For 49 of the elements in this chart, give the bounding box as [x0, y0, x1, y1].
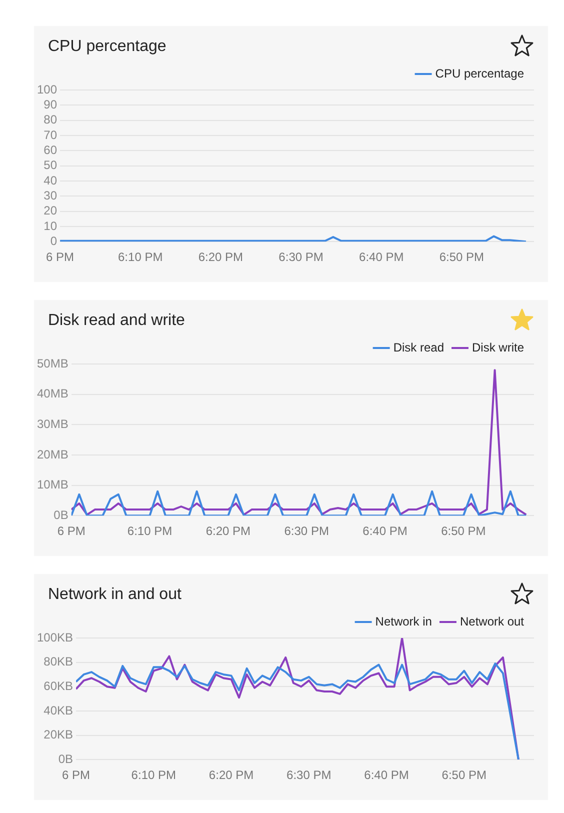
y-tick-label: 10: [44, 218, 58, 233]
y-tick-label: 60: [44, 142, 58, 157]
x-tick-label: 6:10 PM: [118, 250, 163, 264]
x-tick-label: 6:30 PM: [284, 524, 329, 538]
x-tick-label: 6 PM: [62, 768, 90, 782]
legend-label: Disk write: [472, 340, 524, 354]
legend-label: CPU percentage: [435, 66, 524, 80]
x-tick-label: 6:30 PM: [278, 250, 324, 264]
x-tick-label: 6:30 PM: [286, 768, 332, 782]
x-tick-label: 6 PM: [57, 524, 86, 538]
x-tick-label: 6:40 PM: [362, 524, 408, 538]
y-tick-label: 30: [44, 188, 58, 202]
legend-label: Network out: [460, 614, 525, 628]
y-tick-label: 0B: [58, 752, 74, 766]
y-tick-label: 0B: [54, 508, 68, 522]
y-tick-label: 40: [44, 173, 58, 188]
x-tick-label: 6:20 PM: [208, 768, 254, 782]
x-tick-label: 6:20 PM: [198, 250, 244, 264]
y-tick-label: 80KB: [44, 654, 74, 669]
chart-title: Disk read and write: [47, 311, 186, 330]
y-tick-label: 80: [44, 112, 58, 127]
x-tick-label: 6:50 PM: [441, 524, 486, 538]
y-tick-label: 30MB: [36, 416, 68, 431]
x-tick-label: 6:40 PM: [364, 768, 409, 782]
chart-title: CPU percentage: [47, 37, 168, 56]
y-tick-label: 90: [44, 97, 58, 112]
legend-label: Network in: [375, 614, 432, 628]
y-tick-label: 0: [50, 234, 58, 248]
y-tick-label: 40KB: [44, 703, 74, 718]
y-tick-label: 60KB: [44, 678, 74, 693]
y-tick-label: 10MB: [36, 478, 68, 492]
x-tick-label: 6:40 PM: [359, 250, 404, 264]
x-tick-label: 6:20 PM: [206, 524, 251, 538]
y-tick-label: 40MB: [36, 386, 68, 401]
legend-label: Disk read: [393, 340, 444, 354]
y-tick-label: 50MB: [36, 356, 68, 370]
x-tick-label: 6:50 PM: [442, 768, 486, 782]
y-tick-label: 20KB: [44, 728, 74, 742]
y-tick-label: 70: [44, 128, 58, 142]
y-tick-label: 100KB: [37, 630, 74, 644]
y-tick-label: 100: [36, 82, 58, 96]
x-tick-label: 6 PM: [46, 250, 74, 264]
chart-title: Network in and out: [47, 585, 182, 604]
x-tick-label: 6:10 PM: [131, 768, 176, 782]
x-tick-label: 6:50 PM: [439, 250, 484, 264]
y-tick-label: 20: [44, 204, 58, 218]
y-tick-label: 50: [44, 158, 58, 172]
x-tick-label: 6:10 PM: [127, 524, 172, 538]
y-tick-label: 20MB: [36, 447, 68, 462]
